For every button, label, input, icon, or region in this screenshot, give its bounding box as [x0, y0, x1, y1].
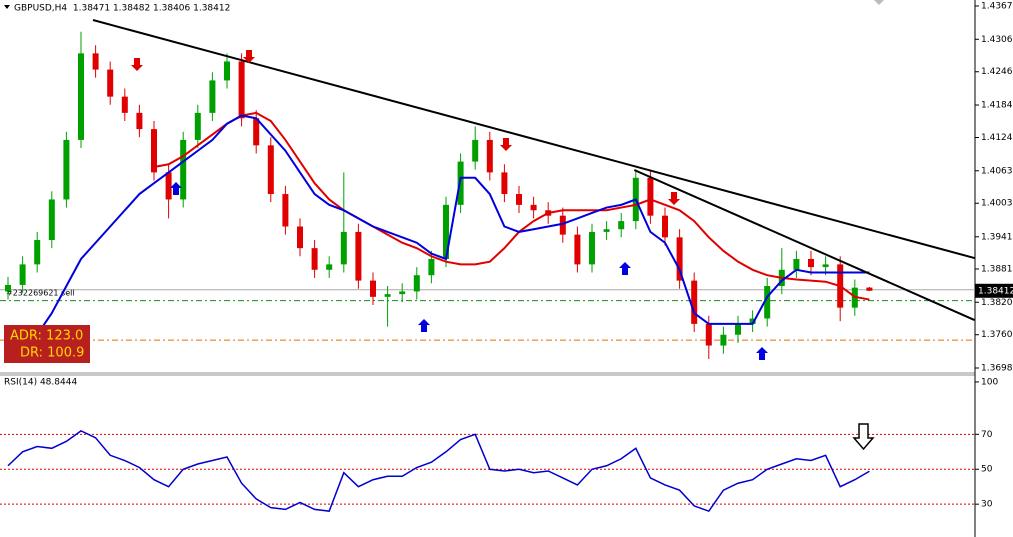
candle-body	[808, 258, 814, 268]
candle-body	[180, 139, 187, 200]
candle-body	[647, 177, 654, 216]
y-tick-label: 70	[981, 430, 993, 440]
candle-body	[194, 112, 201, 140]
candle-body	[749, 318, 756, 324]
indicator-line	[7, 114, 870, 358]
signal-arrows	[131, 0, 884, 451]
candle-body	[282, 194, 289, 227]
candle-body	[340, 231, 347, 265]
adr-text: ADR: 123.0	[10, 329, 83, 344]
trendline	[633, 169, 975, 321]
candle-body	[326, 264, 333, 270]
panel-separator	[0, 372, 975, 376]
candle-body	[121, 96, 128, 113]
candle-body	[735, 323, 741, 335]
candle-body	[238, 61, 245, 119]
y-tick-label: 1.43060	[981, 35, 1013, 45]
y-tick-label: 1.37600	[981, 330, 1013, 340]
candle-body	[472, 139, 479, 162]
candle-body	[793, 258, 800, 270]
sell-arrow	[500, 138, 512, 151]
candle-body	[5, 284, 11, 292]
candle-body	[589, 231, 595, 265]
indicator-line	[7, 429, 870, 513]
candle-body	[297, 226, 303, 249]
candle-body	[311, 248, 318, 270]
buy-arrow	[619, 262, 631, 275]
candle-body	[720, 334, 727, 346]
candle-body	[78, 53, 84, 140]
y-tick-label: 1.40030	[981, 199, 1013, 209]
symbol-menu-icon	[4, 5, 10, 9]
candle-body	[355, 231, 362, 281]
candle-body	[224, 61, 230, 81]
candle-body	[136, 112, 143, 130]
y-tick-label: 1.41845	[981, 101, 1013, 111]
candle-body	[866, 287, 873, 291]
sell-arrow	[243, 50, 255, 63]
sell-arrow	[131, 58, 143, 71]
candle-body	[559, 215, 566, 235]
buy-arrow	[418, 319, 430, 332]
candle-body	[662, 215, 668, 238]
indicator-line	[153, 111, 870, 301]
y-tick-label: 1.43675	[981, 2, 1013, 12]
marks: 1.43675 1.43060 1.42460 1.41845 1.41245 1.406…	[0, 2, 1013, 513]
candle-body	[603, 229, 610, 232]
candle-body	[165, 172, 172, 200]
rsi-title: RSI(14) 48.8444	[4, 378, 77, 388]
trendline	[92, 19, 975, 260]
candle-body	[370, 280, 376, 297]
candle-body	[705, 323, 712, 346]
info-box	[4, 325, 90, 363]
candle-body	[34, 240, 41, 265]
buy-arrow	[756, 347, 768, 360]
rsi-pointer-arrow	[852, 423, 875, 451]
y-tick-label: 50	[981, 465, 993, 475]
candle-body	[516, 194, 522, 205]
sell-arrow	[668, 192, 680, 205]
candle-body	[92, 53, 99, 70]
y-tick-label: 1.42460	[981, 67, 1013, 77]
y-tick-label: 30	[981, 500, 993, 510]
y-tick-label: 1.38815	[981, 264, 1013, 274]
y-tick-label: 1.39410	[981, 232, 1013, 242]
y-tick-label: 1.40630	[981, 166, 1013, 176]
candle-body	[63, 139, 70, 200]
candle-body	[428, 258, 435, 276]
candle-body	[151, 129, 157, 173]
candle-body	[530, 204, 537, 211]
candle-body	[691, 280, 698, 324]
y-tick-label: 100	[981, 377, 998, 387]
candle-body	[618, 221, 625, 230]
y-tick-label: 1.36985	[981, 363, 1013, 373]
candle-body	[764, 286, 771, 319]
candle-body	[48, 199, 55, 241]
dr-text: DR: 100.9	[20, 346, 84, 361]
candle-body	[413, 275, 420, 292]
chart-title: GBPUSD,H4 1.38471 1.38482 1.38406 1.3841…	[14, 4, 230, 14]
current-price-label: 1.38412	[978, 286, 1013, 296]
candle-body	[253, 118, 260, 146]
candle-body	[501, 172, 508, 195]
candle-body	[267, 145, 274, 195]
candle-body	[19, 264, 26, 285]
order-label: #232269621 sell	[6, 288, 75, 297]
candle-body	[486, 139, 493, 173]
buy-arrow	[170, 182, 182, 195]
y-tick-label: 1.41245	[981, 133, 1013, 143]
candle-body	[399, 291, 406, 295]
candle-body	[443, 204, 449, 259]
current-price-box	[975, 283, 1013, 298]
candle-body	[574, 234, 581, 265]
candle-body	[209, 80, 216, 113]
y-tick-label: 1.38200	[981, 298, 1013, 308]
candle-body	[384, 294, 391, 297]
candle-body	[676, 237, 683, 281]
candle-body	[822, 264, 829, 268]
candle-body	[107, 69, 114, 97]
scroll-marker	[874, 0, 884, 5]
